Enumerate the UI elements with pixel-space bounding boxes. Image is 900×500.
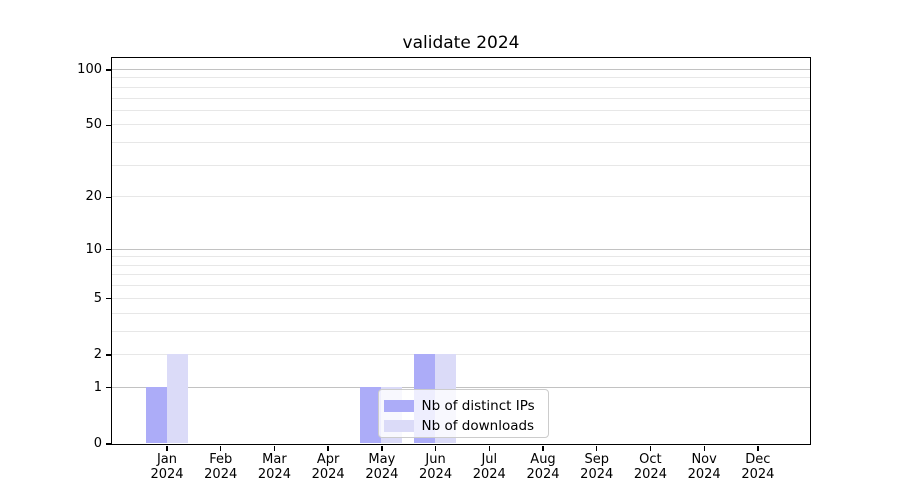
- x-tick-mark: [542, 445, 544, 451]
- minor-gridline: [111, 97, 810, 99]
- x-tick-year: 2024: [150, 467, 184, 482]
- y-tick-label: 2: [93, 346, 102, 362]
- bar-downloads: [166, 354, 188, 444]
- x-tick-label: Mar 2024: [257, 452, 291, 482]
- minor-gridline: [111, 86, 810, 88]
- legend-swatch-downloads: [383, 419, 414, 432]
- x-tick-mark: [596, 445, 598, 451]
- x-tick-year: 2024: [580, 467, 614, 482]
- y-tick-label: 1: [93, 379, 102, 395]
- minor-gridline: [111, 124, 810, 126]
- x-tick-year: 2024: [257, 467, 291, 482]
- x-tick-mark: [488, 445, 490, 451]
- minor-gridline: [111, 330, 810, 332]
- legend-item-downloads: Nb of downloads: [379, 416, 548, 436]
- minor-gridline: [111, 274, 810, 276]
- y-tick-mark: [105, 249, 111, 251]
- minor-gridline: [111, 109, 810, 111]
- x-tick-mark: [327, 445, 329, 451]
- x-tick-label: Apr 2024: [311, 452, 345, 482]
- x-tick-year: 2024: [365, 467, 399, 482]
- major-gridline: [111, 248, 810, 250]
- minor-gridline: [111, 77, 810, 79]
- y-tick-mark: [105, 124, 111, 127]
- y-tick-label: 10: [85, 241, 102, 257]
- minor-gridline: [111, 353, 810, 355]
- y-tick-mark: [105, 196, 111, 198]
- minor-gridline: [111, 297, 810, 299]
- bar-distinct-ips: [145, 387, 167, 444]
- minor-gridline: [111, 196, 810, 198]
- minor-gridline: [111, 142, 810, 144]
- y-tick-mark: [105, 387, 111, 389]
- legend-item-distinct-ips: Nb of distinct IPs: [379, 396, 548, 416]
- legend-label-downloads: Nb of downloads: [421, 417, 535, 434]
- x-tick-year: 2024: [419, 467, 453, 482]
- minor-gridline: [111, 264, 810, 266]
- minor-gridline: [111, 285, 810, 287]
- bar-distinct-ips: [360, 387, 382, 444]
- major-gridline: [111, 386, 810, 388]
- x-tick-label: Jul 2024: [472, 452, 506, 482]
- x-tick-mark: [273, 445, 276, 451]
- x-tick-year: 2024: [311, 467, 345, 482]
- minor-gridline: [111, 312, 810, 314]
- x-tick-label: Jun 2024: [419, 452, 453, 482]
- x-tick-label: Aug 2024: [526, 452, 560, 482]
- x-tick-year: 2024: [741, 467, 775, 482]
- minor-gridline: [111, 164, 810, 166]
- x-tick-label: Nov 2024: [687, 452, 721, 482]
- x-tick-mark: [220, 445, 222, 451]
- x-tick-label: Jan 2024: [150, 452, 184, 482]
- y-tick-mark: [105, 298, 111, 300]
- y-tick-label: 50: [85, 117, 102, 133]
- x-tick-year: 2024: [633, 467, 667, 482]
- x-tick-label: Oct 2024: [633, 452, 667, 482]
- legend-label-distinct-ips: Nb of distinct IPs: [421, 397, 535, 414]
- x-tick-label: Dec 2024: [741, 452, 775, 482]
- plot-area: Nb of distinct IPs Nb of downloads: [110, 56, 811, 445]
- x-tick-mark: [649, 445, 652, 451]
- y-tick-label: 20: [85, 189, 102, 205]
- x-tick-year: 2024: [472, 467, 506, 482]
- y-tick-label: 5: [93, 290, 102, 306]
- x-tick-mark: [166, 445, 168, 451]
- chart-title: validate 2024: [402, 33, 520, 53]
- y-tick-label: 0: [93, 436, 102, 451]
- legend-swatch-distinct-ips: [383, 399, 414, 412]
- major-gridline: [111, 69, 810, 70]
- x-tick-label: Feb 2024: [204, 452, 238, 482]
- x-tick-label: Sep 2024: [580, 452, 614, 482]
- x-tick-mark: [757, 445, 759, 451]
- x-tick-mark: [381, 445, 383, 451]
- y-tick-mark: [105, 354, 111, 356]
- y-tick-label: 100: [77, 62, 102, 77]
- x-tick-year: 2024: [687, 467, 721, 482]
- minor-gridline: [111, 256, 810, 258]
- legend: Nb of distinct IPs Nb of downloads: [377, 388, 549, 438]
- y-tick-mark: [105, 443, 111, 445]
- x-tick-mark: [434, 445, 437, 451]
- x-tick-year: 2024: [526, 467, 560, 482]
- x-tick-year: 2024: [204, 467, 238, 482]
- y-tick-mark: [105, 69, 111, 71]
- x-tick-label: May 2024: [365, 452, 399, 482]
- x-tick-mark: [703, 445, 705, 451]
